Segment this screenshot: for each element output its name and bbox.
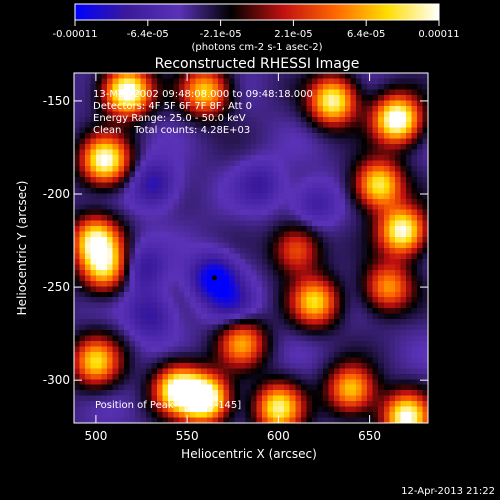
x-tick-label: 550 xyxy=(176,429,199,443)
x-axis-ticks: 500 550 600 650 xyxy=(84,73,381,443)
chart-title: Reconstructed RHESSI Image xyxy=(155,56,360,72)
annotation-time: 13-May-2002 09:48:08.000 to 09:48:18.000 xyxy=(93,89,313,100)
plot-frame xyxy=(73,72,429,424)
y-tick-label: -250 xyxy=(43,280,70,294)
peak-marker xyxy=(212,275,218,281)
colorbar-tick-label: -2.1e-05 xyxy=(200,29,242,40)
heatmap-image xyxy=(74,73,428,423)
y-axis-label: Heliocentric Y (arcsec) xyxy=(15,181,29,316)
x-tick-label: 500 xyxy=(84,429,107,443)
y-tick-label: -150 xyxy=(43,94,70,108)
y-axis-ticks: -150 -200 -250 -300 xyxy=(43,94,428,387)
plot-area: 500 550 600 650 -150 -200 -250 -300 xyxy=(43,72,429,443)
colorbar-ticks: -0.00011 -6.4e-05 -2.1e-05 2.1e-05 6.4e-05 0.… xyxy=(53,20,460,40)
colorbar-tick-label: 2.1e-05 xyxy=(274,29,312,40)
annotation-clean: Clean Total counts: 4.28E+03 xyxy=(93,125,250,136)
colorbar-tick-label: 6.4e-05 xyxy=(347,29,385,40)
x-tick-label: 650 xyxy=(358,429,381,443)
annotation-detectors: Detectors: 4F 5F 6F 7F 8F, Att 0 xyxy=(93,101,252,112)
annotation-energy: Energy Range: 25.0 - 50.0 keV xyxy=(93,113,246,124)
y-tick-label: -300 xyxy=(43,373,70,387)
colorbar-tick-label: -0.00011 xyxy=(53,29,98,40)
x-axis-label: Heliocentric X (arcsec) xyxy=(181,447,317,461)
y-tick-label: -200 xyxy=(43,187,70,201)
x-tick-label: 600 xyxy=(267,429,290,443)
colorbar-unit-label: (photons cm-2 s-1 asec-2) xyxy=(191,42,322,53)
peak-position-label: Position of Peak = [517,-145] xyxy=(95,400,241,411)
colorbar xyxy=(74,3,440,21)
colorbar-tick-label: -6.4e-05 xyxy=(127,29,169,40)
colorbar-tick-label: 0.00011 xyxy=(418,29,459,40)
footer-timestamp: 12-Apr-2013 21:22 xyxy=(401,486,495,497)
